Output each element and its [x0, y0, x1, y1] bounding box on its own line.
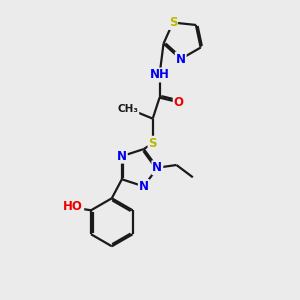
- Text: N: N: [139, 180, 149, 193]
- Text: CH₃: CH₃: [118, 104, 139, 114]
- Text: NH: NH: [150, 68, 169, 82]
- Text: S: S: [169, 16, 177, 29]
- Text: N: N: [117, 150, 127, 163]
- Text: H: H: [155, 70, 164, 80]
- Text: S: S: [148, 137, 157, 150]
- Text: N: N: [152, 161, 162, 174]
- Text: O: O: [174, 96, 184, 109]
- Text: HO: HO: [63, 200, 83, 214]
- Text: N: N: [176, 52, 186, 66]
